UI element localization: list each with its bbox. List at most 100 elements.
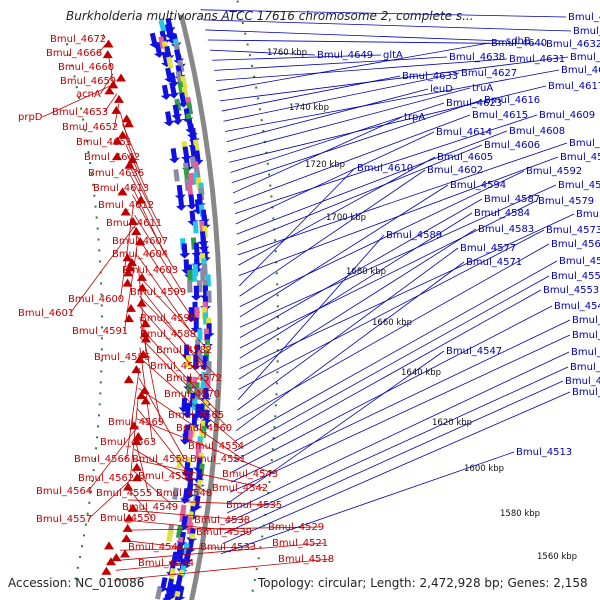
forward-connector (237, 234, 385, 400)
forward-gene-label: Bmul_4553 (543, 285, 599, 296)
reverse-gene-arrow (104, 541, 115, 550)
reverse-gene-arrow (122, 253, 133, 262)
reverse-gene-arrow (113, 94, 124, 103)
forward-gene-label: Bmul_4606 (484, 140, 540, 151)
reverse-connector (123, 133, 141, 174)
forward-connector (236, 243, 550, 421)
reverse-connector (114, 558, 331, 581)
forward-gene-label: Bmul_4602 (427, 165, 483, 176)
gene-block (172, 487, 179, 500)
forward-gene-label: Bmul_4625 (570, 52, 600, 63)
forward-gene-label: truA (472, 83, 493, 94)
gene-block (187, 280, 193, 293)
reverse-connector (70, 224, 136, 314)
forward-connector (233, 289, 542, 462)
reverse-gene-arrow (116, 73, 127, 82)
reverse-gene-label: Bmul_4550 (100, 513, 156, 524)
gene-block (187, 269, 193, 282)
reverse-gene-label: Bmul_4552 (138, 471, 194, 482)
reverse-connector (125, 143, 146, 189)
gene-block (185, 355, 192, 368)
reverse-connector (126, 153, 151, 206)
forward-connector (228, 350, 445, 503)
reverse-gene-label: Bmul_4551 (190, 454, 246, 465)
reverse-gene-arrow (137, 283, 148, 292)
forward-gene-arrow (180, 488, 191, 504)
forward-connector (234, 275, 550, 452)
reverse-connector (128, 164, 159, 224)
reverse-gene-label: acnA (76, 89, 101, 100)
reverse-gene-arrow (120, 207, 131, 216)
reverse-gene-arrow (123, 119, 134, 128)
forward-gene-label: Bmul_4571 (466, 257, 522, 268)
forward-gene-label: Bmul_4587 (484, 194, 540, 205)
forward-gene-label: trpA (404, 112, 425, 123)
forward-connector (229, 85, 547, 163)
forward-connector (231, 319, 571, 483)
forward-connector (238, 167, 356, 287)
reverse-gene-label: Bmul_4651 (76, 137, 132, 148)
forward-gene-arrow (160, 593, 172, 600)
forward-connector (232, 116, 403, 194)
reverse-gene-label: Bmul_4541 (128, 542, 184, 553)
reverse-connector (131, 469, 175, 508)
gene-block (194, 307, 200, 320)
reverse-connector (88, 479, 132, 520)
reverse-connector (138, 387, 243, 460)
reverse-connector (98, 43, 107, 54)
forward-connector (227, 87, 471, 153)
forward-connector (237, 144, 483, 245)
forward-connector (209, 49, 316, 56)
forward-gene-arrow (169, 148, 180, 164)
forward-gene-arrow (191, 285, 203, 301)
forward-gene-label: Bmul_4632 (546, 39, 600, 50)
reverse-gene-arrow (135, 195, 146, 204)
forward-gene-label: Bmul_4614 (436, 127, 492, 138)
reverse-gene-label: Bmul_4601 (18, 308, 74, 319)
reverse-connector (129, 174, 165, 242)
forward-gene-label: sdhB (506, 36, 531, 47)
forward-gene-label: Bmul_4523 (572, 387, 600, 398)
forward-gene-label: Bmul_4531 (571, 347, 600, 358)
reverse-gene-label: Bmul_4535 (226, 500, 282, 511)
forward-gene-label: Bmul_4545 (554, 301, 600, 312)
reverse-connector (138, 377, 185, 460)
reverse-connector (122, 123, 137, 158)
forward-connector (219, 56, 569, 102)
reverse-gene-arrow (140, 319, 151, 328)
reverse-gene-arrow (103, 39, 114, 48)
forward-gene-arrow (172, 109, 184, 125)
forward-gene-label: Bmul_4559 (559, 256, 600, 267)
gene-block (183, 167, 190, 181)
forward-gene-label: Bmul_4585 (558, 180, 600, 191)
forward-connector (236, 130, 508, 235)
reverse-gene-label: Bmul_4636 (88, 168, 144, 179)
reverse-gene-label: Bmul_4539 (196, 527, 252, 538)
reverse-gene-label: Bmul_4521 (272, 538, 328, 549)
reverse-gene-label: Bmul_4562 (78, 473, 134, 484)
reverse-gene-label: Bmul_4612 (98, 200, 154, 211)
forward-gene-label: Bmul_4584 (474, 208, 530, 219)
forward-connector (238, 229, 545, 390)
forward-gene-label: Bmul_4605 (437, 152, 493, 163)
reverse-gene-label: Bmul_4558 (132, 454, 188, 465)
label-connectors (42, 9, 575, 581)
gene-block (192, 221, 199, 234)
reverse-connector (102, 33, 104, 40)
reverse-gene-label: Bmul_4600 (68, 294, 124, 305)
reverse-gene-label: Bmul_4590 (140, 313, 196, 324)
reverse-gene-arrow (105, 557, 116, 566)
reverse-gene-arrow (123, 268, 134, 277)
forward-gene-label: Bmul_4513 (516, 447, 572, 458)
reverse-gene-label: Bmul_4557 (36, 514, 92, 525)
forward-gene-label: Bmul_4641 (568, 12, 600, 23)
reverse-gene-arrow (111, 105, 122, 114)
reverse-gene-label: Bmul_4554 (188, 441, 244, 452)
forward-gene-label: Bmul_4583 (478, 224, 534, 235)
reverse-connector (136, 418, 275, 475)
gene-block (197, 328, 203, 341)
scale-tick-label: 1720 kbp (305, 160, 345, 170)
scale-tick-label: 1620 kbp (432, 418, 472, 428)
reverse-gene-arrow (134, 355, 145, 364)
reverse-gene-label: Bmul_4543 (222, 469, 278, 480)
